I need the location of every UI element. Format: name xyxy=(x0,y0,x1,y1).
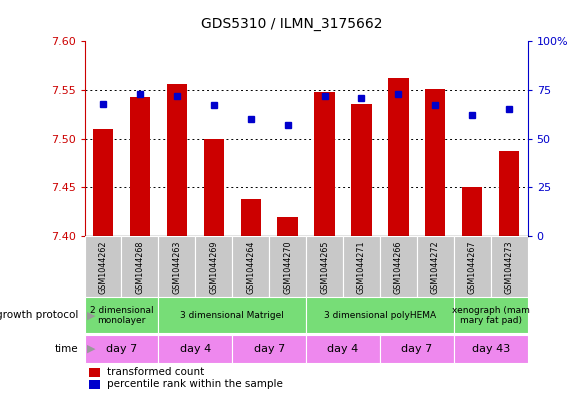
Bar xyxy=(380,236,417,297)
Text: day 7: day 7 xyxy=(106,344,137,354)
Text: GSM1044263: GSM1044263 xyxy=(173,241,181,294)
Bar xyxy=(269,236,306,297)
Bar xyxy=(85,236,121,297)
Bar xyxy=(89,368,100,377)
Bar xyxy=(121,236,159,297)
Bar xyxy=(491,236,528,297)
Text: GSM1044265: GSM1044265 xyxy=(320,241,329,294)
Text: GSM1044267: GSM1044267 xyxy=(468,241,477,294)
Text: day 4: day 4 xyxy=(180,344,211,354)
Bar xyxy=(417,236,454,297)
Bar xyxy=(159,236,195,297)
Bar xyxy=(85,334,159,363)
Text: 3 dimensional polyHEMA: 3 dimensional polyHEMA xyxy=(324,311,436,320)
Text: percentile rank within the sample: percentile rank within the sample xyxy=(107,379,283,389)
Bar xyxy=(195,236,232,297)
Bar xyxy=(343,236,380,297)
Text: GSM1044262: GSM1044262 xyxy=(99,241,107,294)
Text: GSM1044264: GSM1044264 xyxy=(246,241,255,294)
Text: ▶: ▶ xyxy=(87,310,96,320)
Text: GSM1044270: GSM1044270 xyxy=(283,241,292,294)
Text: day 7: day 7 xyxy=(401,344,433,354)
Bar xyxy=(130,97,150,236)
Bar xyxy=(241,199,261,236)
Bar xyxy=(425,89,445,236)
Bar xyxy=(159,334,232,363)
Text: growth protocol: growth protocol xyxy=(0,310,79,320)
Bar xyxy=(85,298,159,333)
Text: GSM1044272: GSM1044272 xyxy=(431,241,440,294)
Bar xyxy=(352,103,371,236)
Text: GDS5310 / ILMN_3175662: GDS5310 / ILMN_3175662 xyxy=(201,17,382,31)
Bar xyxy=(462,187,482,236)
Bar xyxy=(89,380,100,389)
Text: time: time xyxy=(55,344,79,354)
Bar xyxy=(306,334,380,363)
Bar xyxy=(454,334,528,363)
Text: xenograph (mam
mary fat pad): xenograph (mam mary fat pad) xyxy=(452,306,529,325)
Bar xyxy=(232,236,269,297)
Bar xyxy=(454,298,528,333)
Text: GSM1044273: GSM1044273 xyxy=(505,241,514,294)
Text: GSM1044266: GSM1044266 xyxy=(394,241,403,294)
Text: ▶: ▶ xyxy=(87,344,96,354)
Text: GSM1044271: GSM1044271 xyxy=(357,241,366,294)
Bar xyxy=(159,298,306,333)
Bar xyxy=(388,78,409,236)
Bar xyxy=(232,334,306,363)
Text: transformed count: transformed count xyxy=(107,367,204,377)
Bar xyxy=(167,84,187,236)
Bar xyxy=(306,298,454,333)
Bar xyxy=(93,129,113,236)
Bar xyxy=(499,151,519,236)
Text: GSM1044268: GSM1044268 xyxy=(135,241,145,294)
Bar xyxy=(278,217,298,236)
Text: GSM1044269: GSM1044269 xyxy=(209,241,218,294)
Text: day 7: day 7 xyxy=(254,344,285,354)
Text: day 4: day 4 xyxy=(328,344,359,354)
Text: day 43: day 43 xyxy=(472,344,510,354)
Text: 3 dimensional Matrigel: 3 dimensional Matrigel xyxy=(180,311,284,320)
Bar xyxy=(203,139,224,236)
Bar xyxy=(306,236,343,297)
Bar xyxy=(314,92,335,236)
Bar xyxy=(454,236,491,297)
Bar xyxy=(380,334,454,363)
Text: 2 dimensional
monolayer: 2 dimensional monolayer xyxy=(90,306,153,325)
